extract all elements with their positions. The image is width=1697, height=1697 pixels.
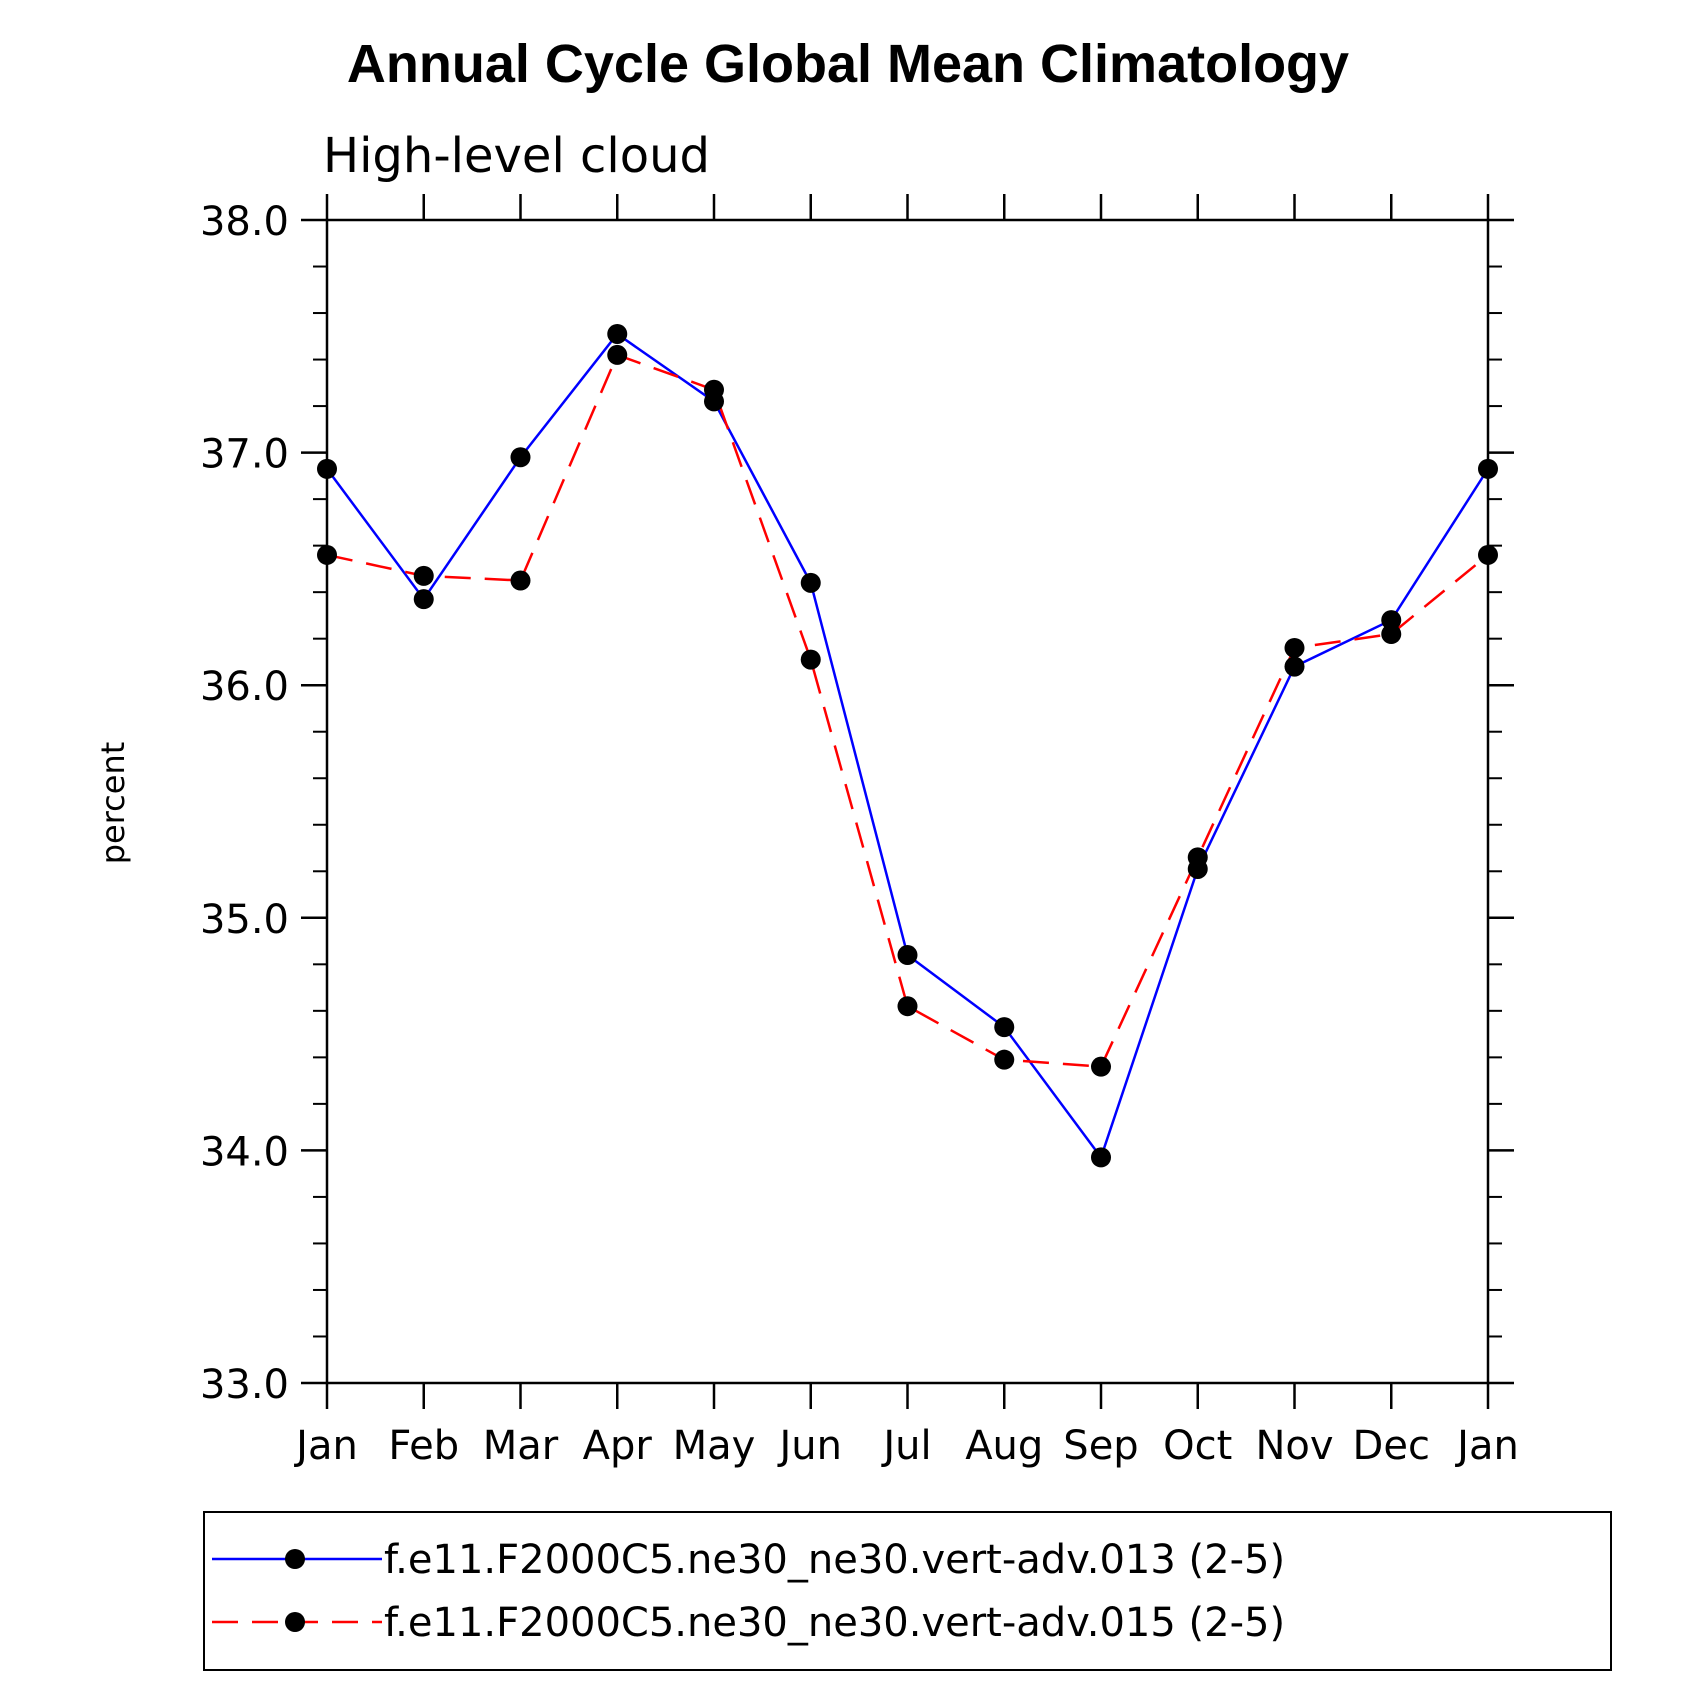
y-tick-label: 38.0 <box>200 199 289 245</box>
series-2-point <box>317 544 337 565</box>
series-1-point <box>510 447 531 468</box>
series-2-point <box>1478 544 1498 565</box>
legend-marker-2 <box>285 1612 305 1632</box>
series-2-point <box>994 1049 1015 1070</box>
x-tick-label: Sep <box>1063 1423 1138 1469</box>
series-layer <box>317 323 1498 1168</box>
series-1-point <box>607 323 628 344</box>
x-tick-labels: Jan Feb Mar Apr May Jun Jul Aug Sep Oct Nov Dec Jan <box>293 1423 1519 1469</box>
series-2-point <box>800 649 821 670</box>
series-1-point <box>994 1017 1015 1038</box>
series-2-point <box>1187 847 1208 868</box>
x-tick-label: Jun <box>777 1423 843 1469</box>
y-tick-labels: 33.0 34.0 35.0 36.0 37.0 38.0 <box>200 199 289 1408</box>
x-tick-label: Dec <box>1353 1423 1430 1469</box>
series-1-point <box>413 589 434 610</box>
y-tick-label: 35.0 <box>200 897 289 943</box>
series-1-point <box>1478 458 1498 479</box>
series-markers <box>317 323 1498 1168</box>
series-2-point <box>897 996 918 1017</box>
series-line-1 <box>325 332 1490 1161</box>
series-1-point <box>897 945 918 966</box>
series-2-point <box>607 344 628 365</box>
legend-box <box>203 1511 1612 1671</box>
x-tick-label: Oct <box>1163 1423 1232 1469</box>
x-tick-label: Nov <box>1255 1423 1333 1469</box>
series-1-point <box>317 458 337 479</box>
legend-marker-1 <box>285 1549 305 1569</box>
x-tick-label: Jan <box>293 1423 358 1469</box>
series-lines <box>325 332 1490 1161</box>
y-tick-label: 36.0 <box>200 664 289 710</box>
series-2-point <box>1381 624 1402 645</box>
chart-subtitle: High-level cloud <box>323 128 710 184</box>
series-1-point <box>1091 1147 1111 1168</box>
chart-title: Annual Cycle Global Mean Climatology <box>347 34 1349 94</box>
series-2-point <box>1091 1056 1111 1077</box>
series-2-point <box>1284 637 1305 658</box>
x-tick-label: May <box>673 1423 756 1469</box>
axis-ticks <box>301 194 1514 1409</box>
x-tick-label: Feb <box>388 1423 459 1469</box>
x-tick-label: Apr <box>583 1423 653 1469</box>
y-tick-label: 33.0 <box>200 1362 289 1408</box>
x-tick-label: Jan <box>1454 1423 1519 1469</box>
y-tick-label: 37.0 <box>200 432 289 478</box>
plot-frame <box>325 218 1490 1385</box>
series-1-point <box>800 572 821 593</box>
series-2-point <box>704 379 724 400</box>
series-1-point <box>1381 610 1402 631</box>
x-tick-label: Mar <box>483 1423 559 1469</box>
y-tick-label: 34.0 <box>200 1129 289 1175</box>
legend: f.e11.F2000C5.ne30_ne30.vert-adv.013 (2-… <box>212 1537 1285 1646</box>
legend-label-2: f.e11.F2000C5.ne30_ne30.vert-adv.015 (2-… <box>384 1600 1285 1646</box>
x-tick-label: Jul <box>880 1423 931 1469</box>
y-axis-label: percent <box>94 742 132 865</box>
series-2-point <box>510 570 531 591</box>
x-tick-label: Aug <box>965 1423 1043 1469</box>
legend-label-1: f.e11.F2000C5.ne30_ne30.vert-adv.013 (2-… <box>384 1537 1285 1583</box>
series-2-point <box>413 565 434 586</box>
series-1-point <box>1284 656 1305 677</box>
